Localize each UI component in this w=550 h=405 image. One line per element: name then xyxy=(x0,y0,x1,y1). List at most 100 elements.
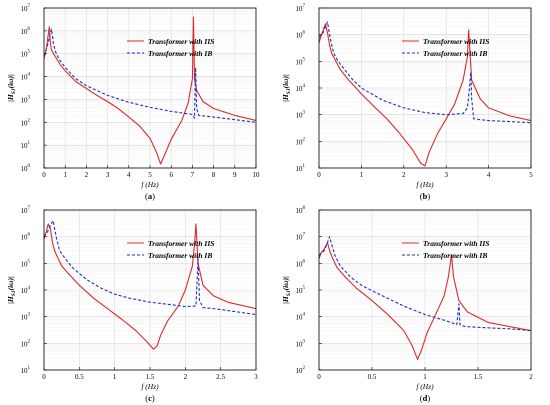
panel-caption-b: (b) xyxy=(420,191,431,201)
panel-b: 0 1 2 3 4 5 101 102 103 104 105 106 107 f (Hz) |HSJ(iω… xyxy=(275,0,550,202)
x-tick-label: 0 xyxy=(317,171,321,179)
y-axis-label: |HSJ(iω)| xyxy=(6,276,17,304)
x-tick-label: 1.5 xyxy=(474,373,483,381)
legend-label: Transformer with IB xyxy=(148,49,212,58)
x-tick-label: 1.5 xyxy=(146,373,155,381)
x-tick-label: 3 xyxy=(444,171,448,179)
x-tick-label: 3 xyxy=(106,171,110,179)
legend-label: Transformer with IIS xyxy=(148,239,214,248)
y-tick-label: 104 xyxy=(21,73,31,82)
y-tick-label: 106 xyxy=(296,31,306,40)
panel-c: 0 0.5 1 1.5 2 2.5 3 101 102 103 104 105 106 107 f (Hz)… xyxy=(0,202,275,404)
y-tick-label: 101 xyxy=(21,141,31,150)
legend-label: Transformer with IB xyxy=(423,251,487,260)
panel-caption-d: (d) xyxy=(420,393,431,403)
series-group xyxy=(319,21,531,167)
x-tick-label: 1 xyxy=(423,373,427,381)
y-tick-label: 101 xyxy=(21,366,31,375)
y-tick-label: 102 xyxy=(296,137,306,146)
y-tick-label: 102 xyxy=(296,366,306,375)
x-tick-label: 0 xyxy=(317,373,321,381)
series-line-ib xyxy=(44,28,256,123)
x-tick-label: 0.5 xyxy=(368,373,377,381)
x-tick-label: 8 xyxy=(212,171,216,179)
panel-d: 0 0.5 1 1.5 2 102 103 104 105 106 107 108 f (Hz) |HSJ… xyxy=(275,202,550,404)
legend-label: Transformer with IB xyxy=(148,251,212,260)
x-tick-label: 1 xyxy=(113,373,117,381)
y-tick-label: 103 xyxy=(296,111,306,120)
chart-d: 0 0.5 1 1.5 2 102 103 104 105 106 107 108 f (Hz) |HSJ… xyxy=(281,206,533,403)
x-axis-label: f (Hz) xyxy=(416,180,434,189)
x-tick-label: 1 xyxy=(63,171,67,179)
x-tick-label: 0.5 xyxy=(75,373,84,381)
y-axis-label: |HSJ(iω)| xyxy=(281,74,292,102)
x-tick-label: 0 xyxy=(42,373,46,381)
y-tick-label: 107 xyxy=(296,233,306,242)
legend-label: Transformer with IIS xyxy=(423,239,489,248)
y-tick-label: 108 xyxy=(296,206,306,215)
legend-label: Transformer with IIS xyxy=(423,37,489,46)
chart-b: 0 1 2 3 4 5 101 102 103 104 105 106 107 f (Hz) |HSJ(iω… xyxy=(281,4,533,201)
series-line-iis xyxy=(319,23,531,167)
y-tick-label: 105 xyxy=(21,259,31,268)
x-tick-label: 9 xyxy=(233,171,237,179)
y-tick-label: 103 xyxy=(21,95,31,104)
y-tick-label: 101 xyxy=(296,164,306,173)
x-tick-label: 5 xyxy=(529,171,533,179)
x-tick-label: 6 xyxy=(169,171,173,179)
x-tick-label: 1 xyxy=(360,171,364,179)
x-tick-label: 2 xyxy=(529,373,533,381)
x-tick-label: 0 xyxy=(42,171,46,179)
x-tick-label: 3 xyxy=(254,373,258,381)
series-line-ib xyxy=(44,220,256,316)
legend-label: Transformer with IB xyxy=(423,49,487,58)
y-tick-label: 105 xyxy=(296,286,306,295)
x-tick-label: 5 xyxy=(148,171,152,179)
x-tick-label: 2 xyxy=(402,171,406,179)
y-tick-label: 107 xyxy=(21,4,31,13)
y-axis-label: |HSJ(iω)| xyxy=(6,74,17,102)
y-tick-label: 103 xyxy=(296,339,306,348)
x-tick-label: 2 xyxy=(184,373,188,381)
x-tick-label: 7 xyxy=(191,171,195,179)
series-line-iis xyxy=(319,242,531,360)
y-tick-label: 106 xyxy=(21,233,31,242)
y-tick-label: 102 xyxy=(21,339,31,348)
y-tick-label: 105 xyxy=(296,57,306,66)
series-group xyxy=(44,16,256,165)
y-tick-label: 100 xyxy=(21,164,31,173)
series-group xyxy=(44,220,256,350)
chart-c: 0 0.5 1 1.5 2 2.5 3 101 102 103 104 105 106 107 f (Hz)… xyxy=(6,206,258,403)
series-line-iis xyxy=(44,16,256,165)
legend-label: Transformer with IIS xyxy=(148,37,214,46)
series-line-iis xyxy=(44,223,256,350)
y-tick-label: 107 xyxy=(296,4,306,13)
panel-a: 0 1 2 3 4 5 6 7 8 9 10 100 101 102 103 104 105 106 107 f (H… xyxy=(0,0,275,202)
grid xyxy=(318,7,532,169)
x-tick-label: 4 xyxy=(127,171,131,179)
x-axis-label: f (Hz) xyxy=(141,382,159,391)
y-tick-label: 106 xyxy=(296,259,306,268)
y-tick-label: 102 xyxy=(21,118,31,127)
x-axis-label: f (Hz) xyxy=(416,382,434,391)
y-tick-label: 103 xyxy=(21,313,31,322)
y-tick-label: 104 xyxy=(296,313,306,322)
grid xyxy=(318,209,532,371)
panel-caption-a: (a) xyxy=(145,191,155,201)
x-tick-label: 10 xyxy=(253,171,261,179)
x-tick-label: 4 xyxy=(487,171,491,179)
x-axis-label: f (Hz) xyxy=(141,180,159,189)
y-tick-label: 104 xyxy=(296,84,306,93)
chart-a: 0 1 2 3 4 5 6 7 8 9 10 100 101 102 103 104 105 106 107 f (H… xyxy=(6,4,261,201)
series-group xyxy=(319,236,531,360)
y-tick-label: 106 xyxy=(21,27,31,36)
x-tick-label: 2 xyxy=(85,171,89,179)
y-tick-label: 107 xyxy=(21,206,31,215)
series-line-ib xyxy=(319,21,531,124)
y-axis-label: |HSJ(iω)| xyxy=(281,276,292,304)
y-tick-label: 104 xyxy=(21,286,31,295)
panel-caption-c: (c) xyxy=(145,393,155,403)
y-tick-label: 105 xyxy=(21,50,31,59)
x-tick-label: 2.5 xyxy=(216,373,225,381)
